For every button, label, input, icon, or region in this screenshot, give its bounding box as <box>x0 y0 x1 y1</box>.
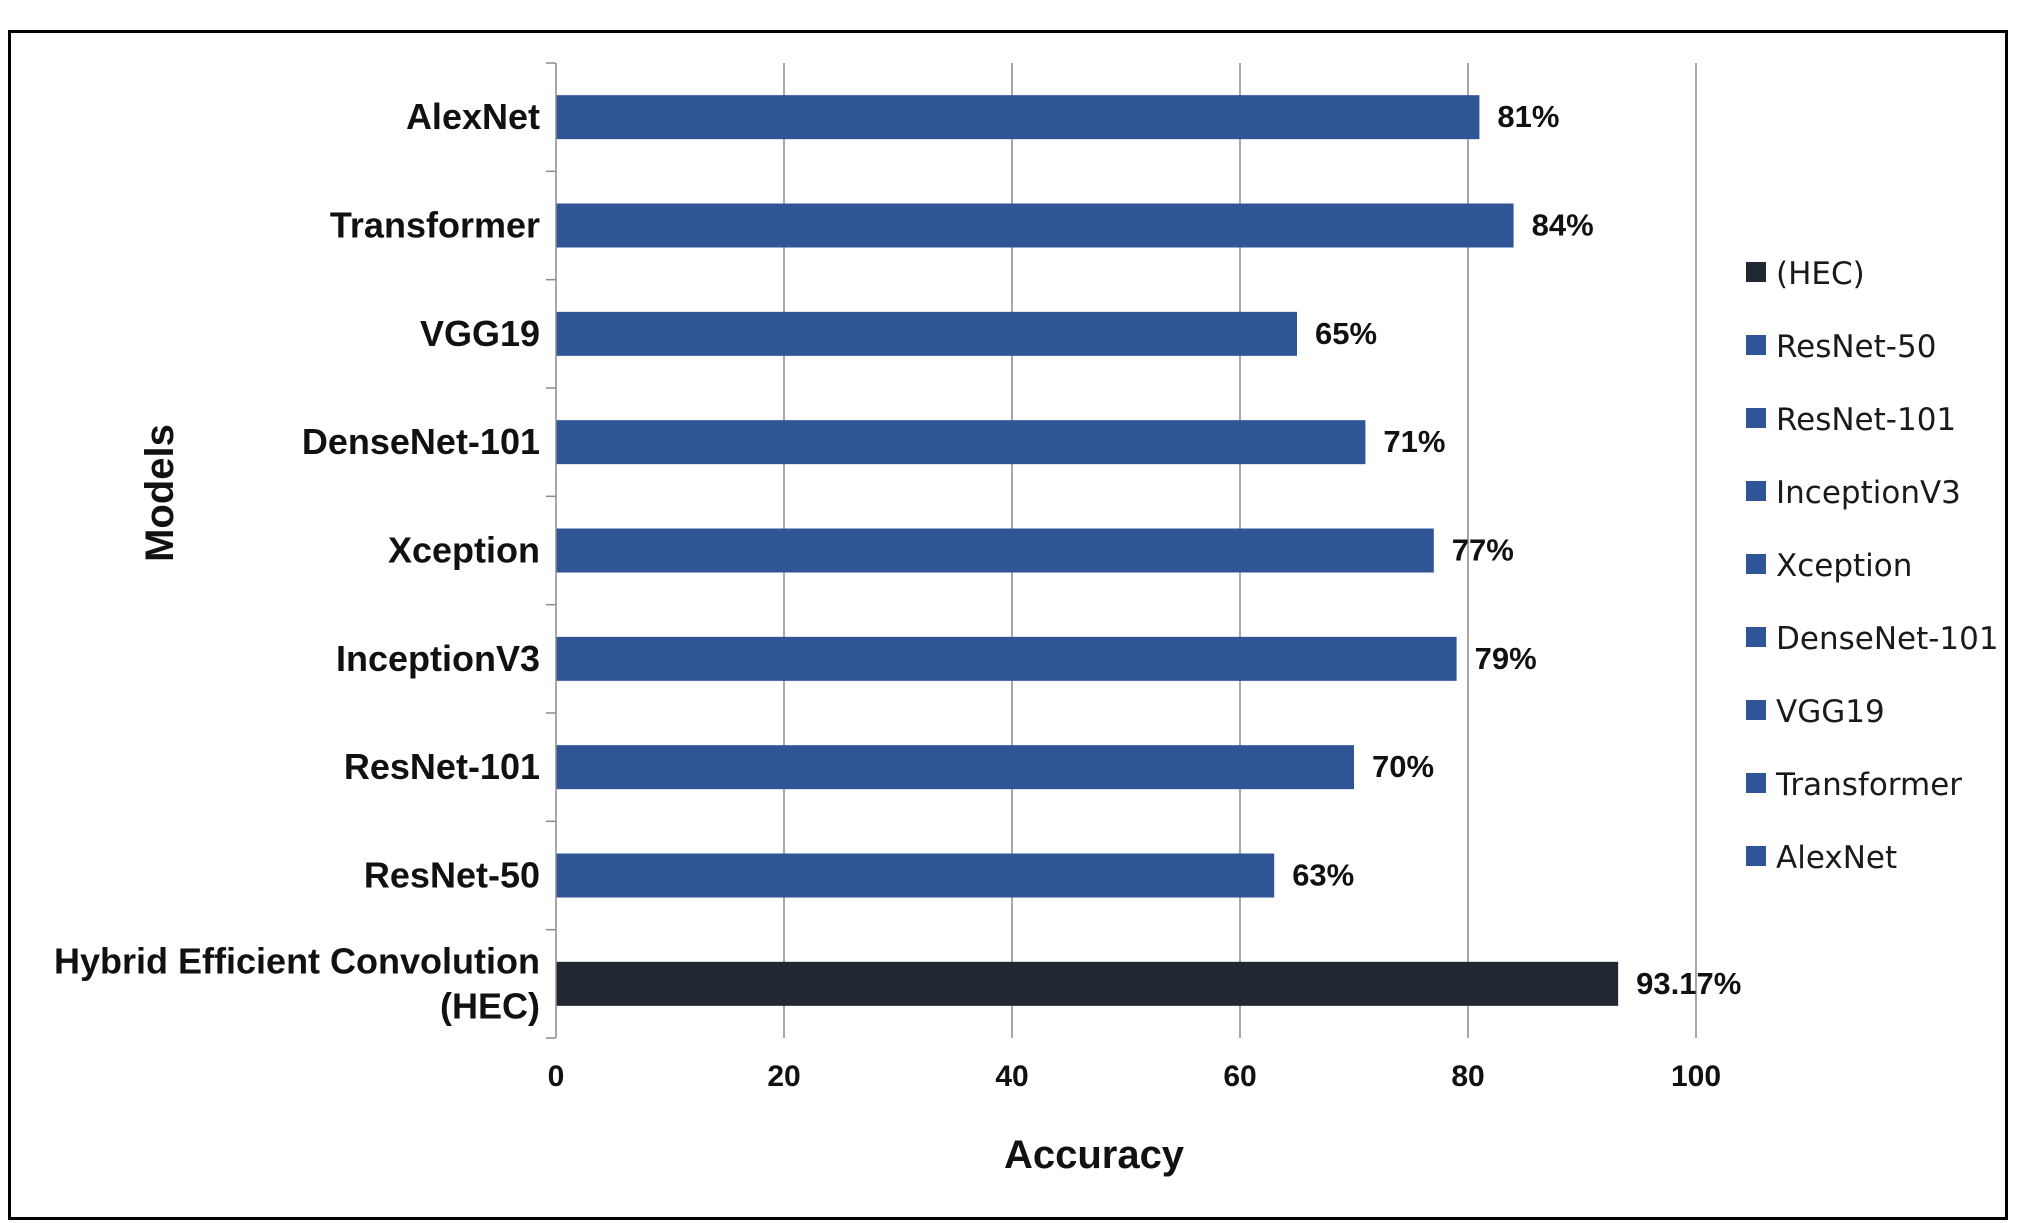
legend-label: (HEC) <box>1776 256 1865 292</box>
legend-label: Transformer <box>1775 767 1962 803</box>
legend-swatch <box>1746 554 1766 574</box>
legend-label: ResNet-101 <box>1776 402 1956 438</box>
bar <box>556 311 1297 356</box>
legend-label: ResNet-50 <box>1776 329 1936 365</box>
legend-swatch <box>1746 773 1766 793</box>
x-tick-label: 60 <box>1223 1060 1256 1093</box>
x-tick-label: 40 <box>995 1060 1028 1093</box>
x-axis-title: Accuracy <box>1004 1133 1185 1177</box>
bar <box>556 636 1457 681</box>
category-label: InceptionV3 <box>336 638 540 679</box>
legend-label: DenseNet-101 <box>1776 621 1999 657</box>
legend-label: AlexNet <box>1776 840 1897 876</box>
bar <box>556 203 1514 248</box>
category-label: (HEC) <box>440 985 540 1026</box>
category-label: Transformer <box>330 205 540 246</box>
data-label: 79% <box>1475 641 1537 676</box>
labels: 0 20 40 60 80 100 AlexNet 81% Transformer 84% VGG1… <box>54 96 1741 1093</box>
legend-label: VGG19 <box>1776 694 1885 730</box>
legend-swatch <box>1746 408 1766 428</box>
bar <box>556 853 1275 898</box>
data-label: 71% <box>1383 424 1445 459</box>
bar-chart: 0 20 40 60 80 100 AlexNet 81% Transformer 84% VGG1… <box>54 62 1999 1177</box>
data-label: 84% <box>1532 208 1594 243</box>
x-tick-label: 0 <box>548 1060 565 1093</box>
category-label: Hybrid Efficient Convolution <box>54 940 540 981</box>
category-label: DenseNet-101 <box>302 421 540 462</box>
category-label: Xception <box>388 530 540 571</box>
data-label: 70% <box>1372 749 1434 784</box>
data-label: 65% <box>1315 316 1377 351</box>
legend-swatch <box>1746 627 1766 647</box>
axes <box>546 62 557 1039</box>
bars <box>556 95 1619 1006</box>
legend: (HEC) ResNet-50 ResNet-101 InceptionV3 Xcept… <box>1746 256 1999 876</box>
data-label: 81% <box>1497 99 1559 134</box>
chart-frame: 0 20 40 60 80 100 AlexNet 81% Transformer 84% VGG1… <box>8 30 2008 1220</box>
legend-label: InceptionV3 <box>1776 475 1961 511</box>
legend-swatch <box>1746 335 1766 355</box>
data-label: 63% <box>1292 858 1354 893</box>
bar <box>556 95 1480 140</box>
category-label: AlexNet <box>406 96 540 137</box>
legend-swatch <box>1746 481 1766 501</box>
category-label: VGG19 <box>420 313 540 354</box>
x-tick-label: 20 <box>767 1060 800 1093</box>
legend-label: Xception <box>1776 548 1912 584</box>
bar <box>556 745 1354 790</box>
bar <box>556 961 1619 1006</box>
y-axis-title: Models <box>138 424 182 562</box>
bar <box>556 420 1366 465</box>
data-label: 77% <box>1452 533 1514 568</box>
data-label: 93.17% <box>1636 966 1741 1001</box>
legend-swatch <box>1746 700 1766 720</box>
bar <box>556 528 1434 573</box>
legend-swatch <box>1746 262 1766 282</box>
x-tick-label: 80 <box>1451 1060 1484 1093</box>
x-tick-label: 100 <box>1671 1060 1721 1093</box>
category-label: ResNet-101 <box>344 746 540 787</box>
category-label: ResNet-50 <box>364 855 540 896</box>
legend-swatch <box>1746 846 1766 866</box>
